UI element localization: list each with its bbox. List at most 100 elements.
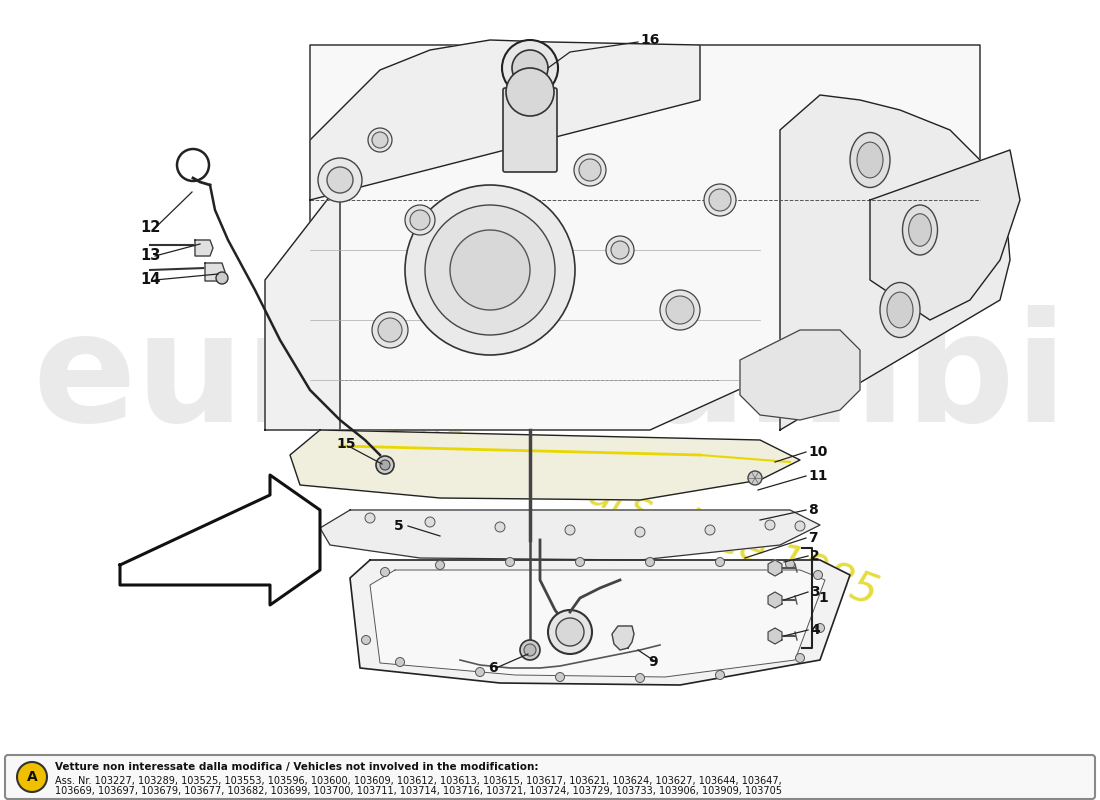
Circle shape — [16, 762, 47, 792]
Circle shape — [574, 154, 606, 186]
Circle shape — [764, 520, 776, 530]
Text: 8: 8 — [808, 503, 817, 517]
Circle shape — [216, 272, 228, 284]
Circle shape — [556, 618, 584, 646]
Circle shape — [606, 236, 634, 264]
Circle shape — [715, 670, 725, 679]
Circle shape — [362, 635, 371, 645]
Text: 3: 3 — [810, 585, 820, 599]
Circle shape — [372, 312, 408, 348]
Ellipse shape — [909, 214, 932, 246]
Circle shape — [405, 205, 435, 235]
Circle shape — [410, 210, 430, 230]
Circle shape — [795, 654, 804, 662]
Polygon shape — [265, 80, 420, 430]
Polygon shape — [370, 570, 825, 677]
Circle shape — [436, 561, 444, 570]
Circle shape — [636, 674, 645, 682]
Circle shape — [710, 189, 732, 211]
Circle shape — [368, 128, 392, 152]
Polygon shape — [768, 592, 782, 608]
Circle shape — [610, 241, 629, 259]
Text: 4: 4 — [810, 623, 820, 637]
Circle shape — [512, 50, 548, 86]
Circle shape — [814, 570, 823, 579]
Circle shape — [704, 184, 736, 216]
Circle shape — [475, 667, 484, 677]
Circle shape — [378, 318, 402, 342]
Circle shape — [379, 460, 390, 470]
Circle shape — [506, 558, 515, 566]
Circle shape — [506, 68, 554, 116]
Polygon shape — [290, 430, 800, 500]
Ellipse shape — [880, 282, 920, 338]
Text: 14: 14 — [140, 273, 161, 287]
Circle shape — [425, 205, 556, 335]
Circle shape — [318, 158, 362, 202]
Text: 9: 9 — [648, 655, 658, 669]
Text: euroricambi: euroricambi — [32, 306, 1068, 454]
Circle shape — [575, 558, 584, 566]
Circle shape — [524, 644, 536, 656]
Polygon shape — [195, 240, 213, 256]
Text: a passion for cars since 1985: a passion for cars since 1985 — [297, 366, 883, 614]
Circle shape — [815, 623, 825, 633]
Polygon shape — [768, 560, 782, 576]
Circle shape — [579, 159, 601, 181]
Polygon shape — [320, 510, 820, 560]
Text: 15: 15 — [336, 437, 355, 451]
Circle shape — [372, 132, 388, 148]
Circle shape — [748, 471, 762, 485]
Circle shape — [795, 521, 805, 531]
Circle shape — [785, 559, 794, 569]
Circle shape — [635, 527, 645, 537]
Text: Ass. Nr. 103227, 103289, 103525, 103553, 103596, 103600, 103609, 103612, 103613,: Ass. Nr. 103227, 103289, 103525, 103553,… — [55, 776, 782, 786]
Text: A: A — [26, 770, 37, 784]
Ellipse shape — [902, 205, 937, 255]
Circle shape — [502, 40, 558, 96]
Circle shape — [425, 517, 435, 527]
Text: 103669, 103697, 103679, 103677, 103682, 103699, 103700, 103711, 103714, 103716, : 103669, 103697, 103679, 103677, 103682, … — [55, 786, 782, 796]
Text: 12: 12 — [140, 221, 161, 235]
Circle shape — [327, 167, 353, 193]
Polygon shape — [612, 626, 634, 650]
Text: 2: 2 — [810, 549, 820, 563]
Polygon shape — [350, 560, 850, 685]
Circle shape — [365, 513, 375, 523]
Polygon shape — [205, 263, 225, 281]
Circle shape — [715, 558, 725, 566]
Polygon shape — [780, 95, 1010, 430]
FancyBboxPatch shape — [6, 755, 1094, 799]
Text: 13: 13 — [140, 249, 161, 263]
Text: 16: 16 — [640, 33, 659, 47]
Circle shape — [495, 522, 505, 532]
Circle shape — [381, 567, 389, 577]
Text: 11: 11 — [808, 469, 827, 483]
Circle shape — [705, 525, 715, 535]
Circle shape — [666, 296, 694, 324]
Text: 7: 7 — [808, 531, 817, 545]
Polygon shape — [310, 40, 700, 200]
Circle shape — [565, 525, 575, 535]
Ellipse shape — [887, 292, 913, 328]
Polygon shape — [870, 150, 1020, 320]
Circle shape — [405, 185, 575, 355]
Text: 10: 10 — [808, 445, 827, 459]
Text: Vetture non interessate dalla modifica / Vehicles not involved in the modificati: Vetture non interessate dalla modifica /… — [55, 762, 539, 772]
Circle shape — [646, 558, 654, 566]
Circle shape — [520, 640, 540, 660]
Polygon shape — [120, 475, 320, 605]
Ellipse shape — [857, 142, 883, 178]
Circle shape — [450, 230, 530, 310]
FancyBboxPatch shape — [503, 88, 557, 172]
Text: 6: 6 — [488, 661, 497, 675]
Polygon shape — [768, 628, 782, 644]
Circle shape — [660, 290, 700, 330]
Circle shape — [376, 456, 394, 474]
Polygon shape — [740, 330, 860, 420]
Text: 1: 1 — [818, 591, 827, 605]
Polygon shape — [310, 45, 980, 430]
Circle shape — [556, 673, 564, 682]
Text: 5: 5 — [394, 519, 404, 533]
Ellipse shape — [850, 133, 890, 187]
